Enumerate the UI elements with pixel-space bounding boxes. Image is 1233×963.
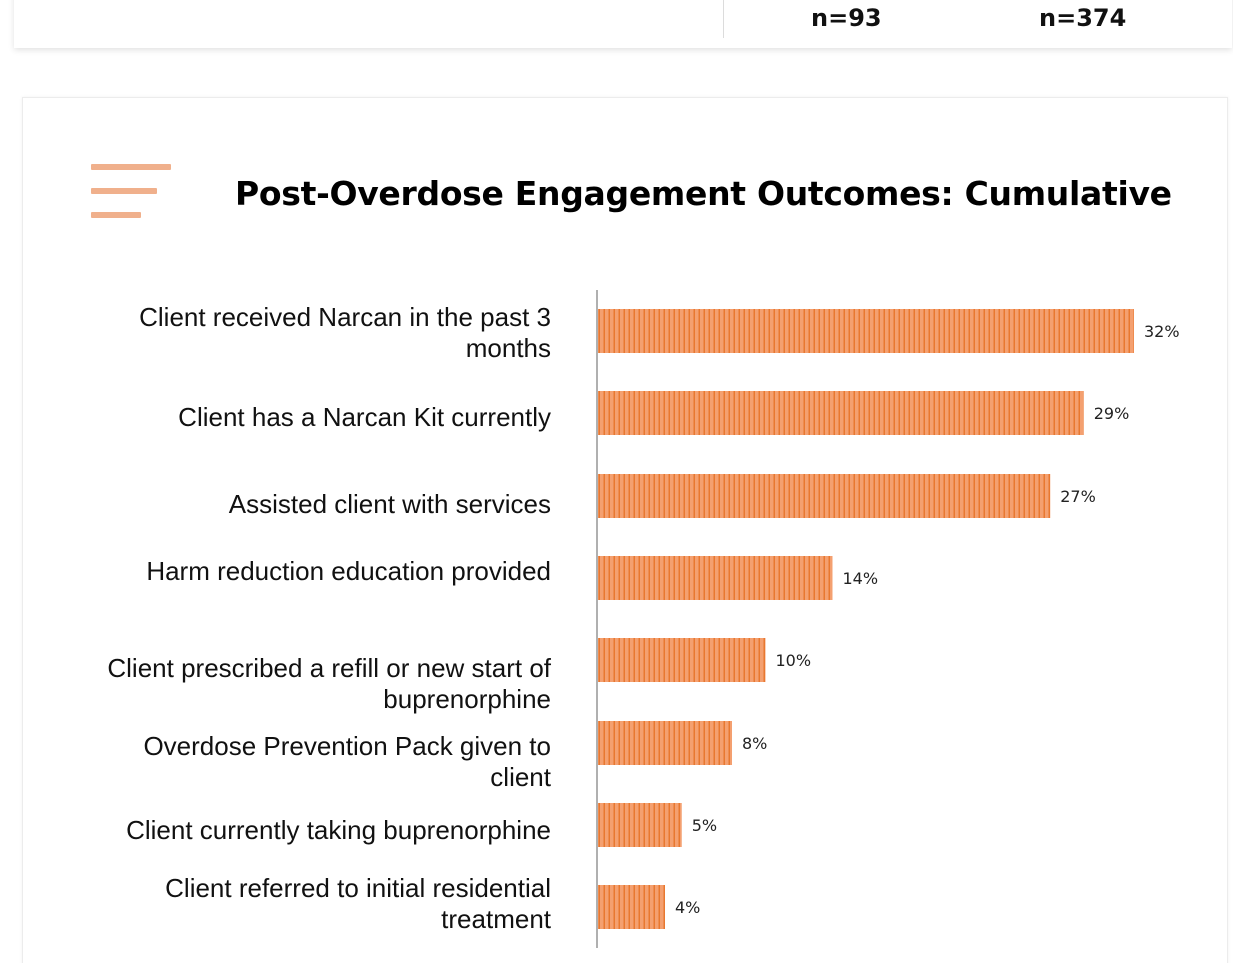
sample-size-right: n=374 <box>1039 4 1127 32</box>
data-label-5: 10% <box>776 651 812 670</box>
bar-1 <box>598 309 1134 353</box>
bar-5 <box>598 638 766 682</box>
bar-7 <box>598 803 682 847</box>
data-label-8: 4% <box>675 898 700 917</box>
category-label-1-line-1: Client received Narcan in the past 3 <box>139 302 551 332</box>
category-label-2: Client has a Narcan Kit currently <box>178 402 551 432</box>
data-label-3: 27% <box>1060 487 1096 506</box>
sample-size-card: n=93 n=374 <box>14 0 1232 48</box>
bar-6 <box>598 721 732 765</box>
data-label-4: 14% <box>843 569 879 588</box>
category-label-6-line-2: client <box>490 762 551 792</box>
category-label-8-line-2: treatment <box>441 904 552 934</box>
category-label-8-line-1: Client referred to initial residential <box>165 873 551 903</box>
data-label-7: 5% <box>692 816 717 835</box>
category-label-3: Assisted client with services <box>229 489 551 519</box>
menu-lines-icon <box>91 164 171 220</box>
bar-4 <box>598 556 833 600</box>
data-label-2: 29% <box>1094 404 1130 423</box>
bar-3 <box>598 474 1051 518</box>
category-label-7: Client currently taking buprenorphine <box>126 815 551 845</box>
data-label-6: 8% <box>742 734 767 753</box>
category-label-5-line-2: buprenorphine <box>383 684 551 714</box>
category-label-4: Harm reduction education provided <box>146 556 551 586</box>
data-label-1: 32% <box>1144 322 1180 341</box>
sample-size-left: n=93 <box>811 4 882 32</box>
bar-2 <box>598 391 1084 435</box>
chart-title: Post-Overdose Engagement Outcomes: Cumul… <box>235 174 1172 213</box>
category-label-6-line-1: Overdose Prevention Pack given to <box>143 731 551 761</box>
bar-8 <box>598 885 665 929</box>
column-divider <box>723 0 724 38</box>
category-label-1-line-2: months <box>466 333 551 363</box>
category-label-5-line-1: Client prescribed a refill or new start … <box>107 653 551 683</box>
